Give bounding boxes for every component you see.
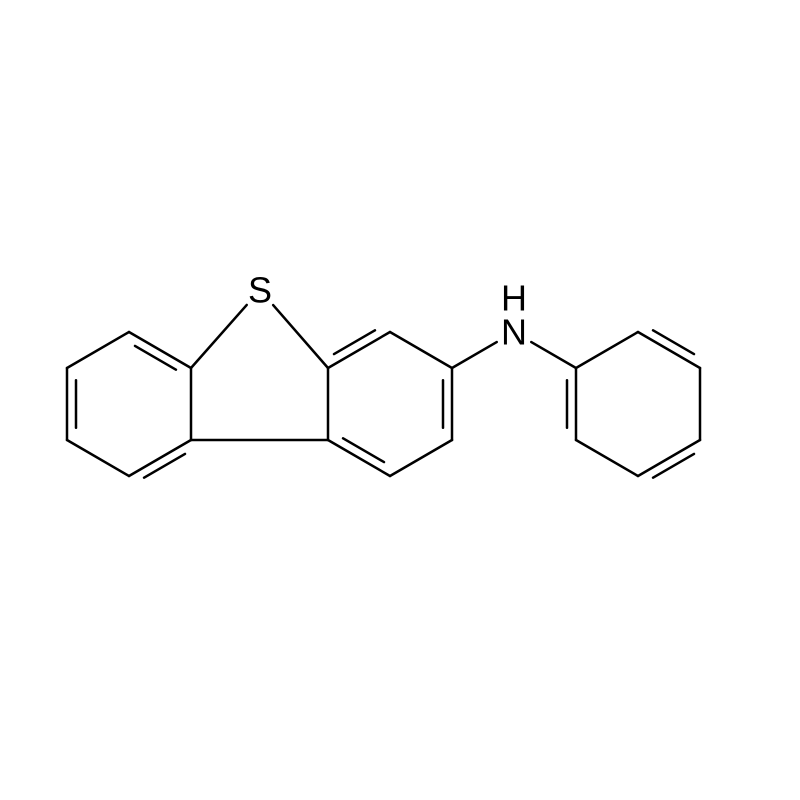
bond bbox=[638, 332, 700, 368]
bond bbox=[328, 440, 390, 476]
bond bbox=[576, 440, 638, 476]
bond bbox=[638, 440, 700, 476]
bond bbox=[67, 332, 129, 368]
bond bbox=[328, 332, 390, 368]
bond bbox=[129, 440, 191, 476]
bond bbox=[129, 332, 191, 368]
bond bbox=[390, 332, 452, 368]
molecule-diagram: SNH bbox=[0, 0, 800, 800]
bond bbox=[144, 454, 185, 478]
bond bbox=[653, 330, 694, 354]
bond bbox=[452, 342, 497, 368]
bond bbox=[334, 330, 375, 354]
bond bbox=[390, 440, 452, 476]
atom-label: S bbox=[248, 270, 272, 311]
bond bbox=[531, 342, 576, 368]
bond bbox=[343, 438, 384, 462]
atom-label: H bbox=[501, 278, 527, 319]
bond bbox=[576, 332, 638, 368]
bond bbox=[191, 305, 247, 368]
bond bbox=[273, 305, 328, 368]
bond bbox=[653, 454, 694, 478]
bond bbox=[135, 346, 176, 370]
bond bbox=[67, 440, 129, 476]
